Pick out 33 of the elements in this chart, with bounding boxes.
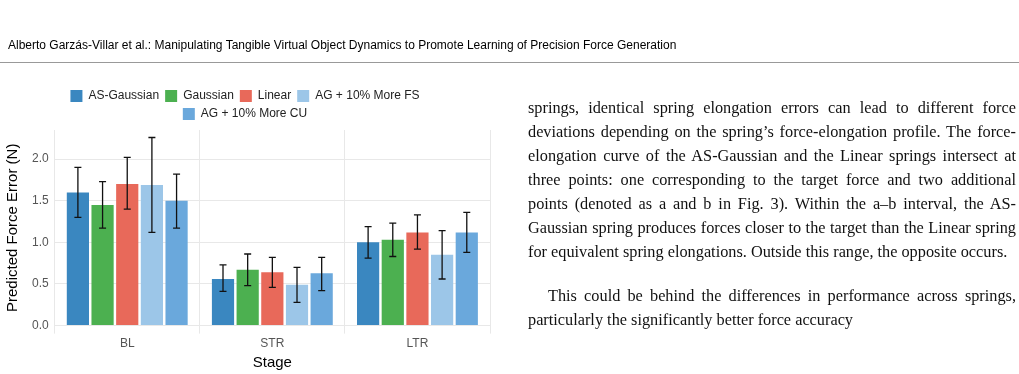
legend-label: Gaussian [183,88,234,103]
bar [236,269,259,326]
legend-label: AG + 10% More FS [315,88,420,103]
y-tick-label: 0.0 [31,317,49,332]
bar [165,200,188,326]
bar [431,254,454,326]
bar [406,232,429,326]
bar [357,242,380,326]
legend-label: AS-Gaussian [88,88,160,103]
bar [140,184,163,326]
bar [455,232,478,326]
bar [66,192,89,326]
bar [91,204,114,326]
y-axis-title: Predicted Force Error (N) [3,143,21,312]
bar [116,184,139,326]
bar [381,239,404,326]
y-tick-label: 0.5 [31,276,49,291]
bar [211,278,235,326]
text: This could be behind the differences in performance across springs, particularly the significantly better force accuracy [528,285,1016,331]
bar [310,273,333,326]
y-tick-label: 1.0 [31,234,49,249]
x-tick-label: BL [119,336,135,351]
text: springs, identical spring elongation errors can lead to different force deviations depending on the spring’s force-elongation profile. The force-elongation curve of the AS-Gaussian and the Linear springs intersect at three points: one corresponding to the target force and two additional points (denoted as a and b in Fig. 3). Within the a–b interval, the AS-Gaussian spring produces forces closer to the target than the Linear spring for equivalent spring elongations. Outside this range, the opposite occurs. [528,97,1016,263]
x-tick-label: LTR [406,336,429,351]
bar [285,284,309,326]
legend-label: Linear [257,88,292,103]
bar [261,272,284,326]
y-tick-label: 2.0 [31,151,49,166]
text: Alberto Garzás-Villar et al.: Manipulating Tangible Virtual Object Dynamics to Promote Learning of Precision Force Generation [8,38,677,52]
y-tick-label: 1.5 [31,193,49,208]
legend-label: AG + 10% More CU [200,106,308,121]
x-tick-label: STR [260,336,285,351]
x-axis-title: Stage [252,353,292,371]
